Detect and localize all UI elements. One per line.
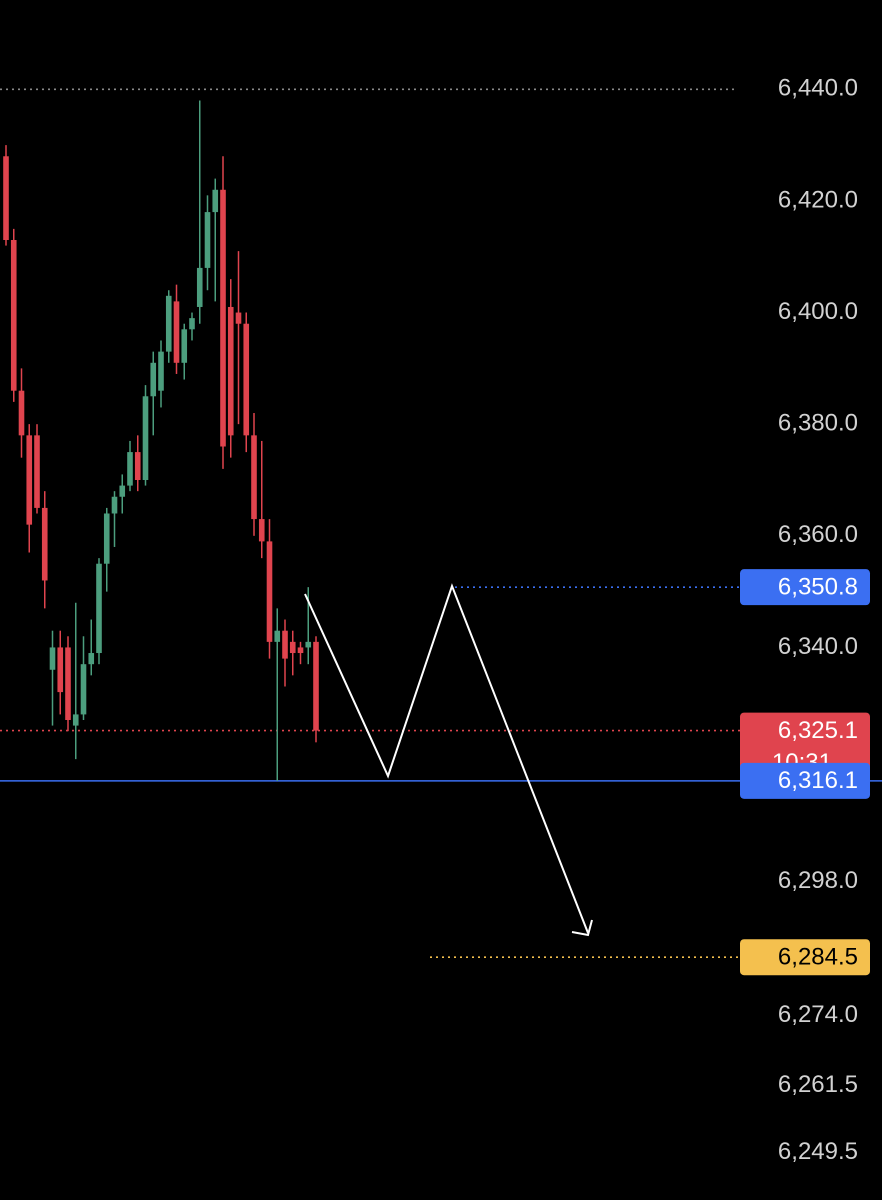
candle-body (34, 435, 40, 508)
drawing-arrowhead (571, 919, 593, 937)
candle-body (274, 630, 281, 642)
candle-body (142, 396, 149, 480)
candle-body (119, 485, 126, 497)
y-tick-label: 6,340.0 (778, 633, 858, 660)
y-tick-label: 6,261.5 (778, 1071, 858, 1098)
candle-body (88, 653, 95, 665)
price-tag-label: 6,325.1 (778, 717, 858, 744)
candle-body (65, 647, 71, 720)
candle-body (57, 647, 64, 693)
candle-body (196, 267, 203, 307)
candle-body (289, 641, 296, 654)
y-tick-label: 6,298.0 (778, 867, 858, 894)
candle-body (49, 647, 56, 670)
price-tag-label: 6,316.1 (778, 767, 858, 794)
candle-body (305, 641, 312, 648)
candle-body (313, 641, 319, 731)
candle-body (227, 306, 234, 436)
candle-body (158, 351, 164, 391)
candle-body (150, 362, 157, 397)
price-tag (740, 569, 870, 606)
y-tick-label: 6,274.0 (778, 1001, 858, 1028)
candle-body (26, 435, 33, 525)
y-tick-label: 6,440.0 (778, 75, 858, 102)
price-axis: 6,440.0 6,420.0 6,400.0 6,380.0 6,360.0 6,340… (778, 75, 858, 1165)
candle-body (165, 295, 172, 352)
candle-body (220, 189, 226, 447)
candle-body (80, 664, 87, 715)
level-lines (0, 88, 882, 959)
candle-body (3, 156, 9, 240)
candle-body (212, 189, 219, 213)
candles (3, 100, 319, 781)
candle-body (173, 301, 180, 363)
price-tags: 6,350.86,325.110:316,316.16,284.5 (740, 569, 870, 976)
candle-body (251, 435, 257, 520)
y-tick-label: 6,249.5 (778, 1138, 858, 1165)
candle-body (41, 507, 48, 581)
price-tag-label: 6,284.5 (778, 944, 858, 971)
candle-body (18, 390, 25, 436)
y-tick-label: 6,420.0 (778, 186, 858, 213)
y-tick-label: 6,380.0 (778, 410, 858, 437)
price-tag-label: 6,350.8 (778, 574, 858, 601)
candle-body (72, 714, 79, 726)
candle-body (96, 563, 102, 654)
y-tick-label: 6,360.0 (778, 521, 858, 548)
price-tag (740, 762, 870, 799)
candle-body (235, 312, 242, 324)
candle-body (258, 519, 265, 542)
candle-body (103, 513, 110, 564)
candle-body (127, 452, 133, 486)
candle-body (10, 240, 17, 391)
candle-body (189, 318, 195, 330)
candle-body (134, 452, 141, 480)
y-tick-label: 6,400.0 (778, 298, 858, 325)
candle-body (181, 329, 188, 363)
candle-body (297, 647, 304, 654)
candle-body (243, 323, 250, 436)
drawing-path (304, 583, 589, 934)
candle-body (204, 212, 211, 268)
price-tag (740, 939, 870, 976)
candle-body (266, 541, 273, 642)
candle-body (282, 630, 288, 659)
candle-body (111, 496, 118, 514)
